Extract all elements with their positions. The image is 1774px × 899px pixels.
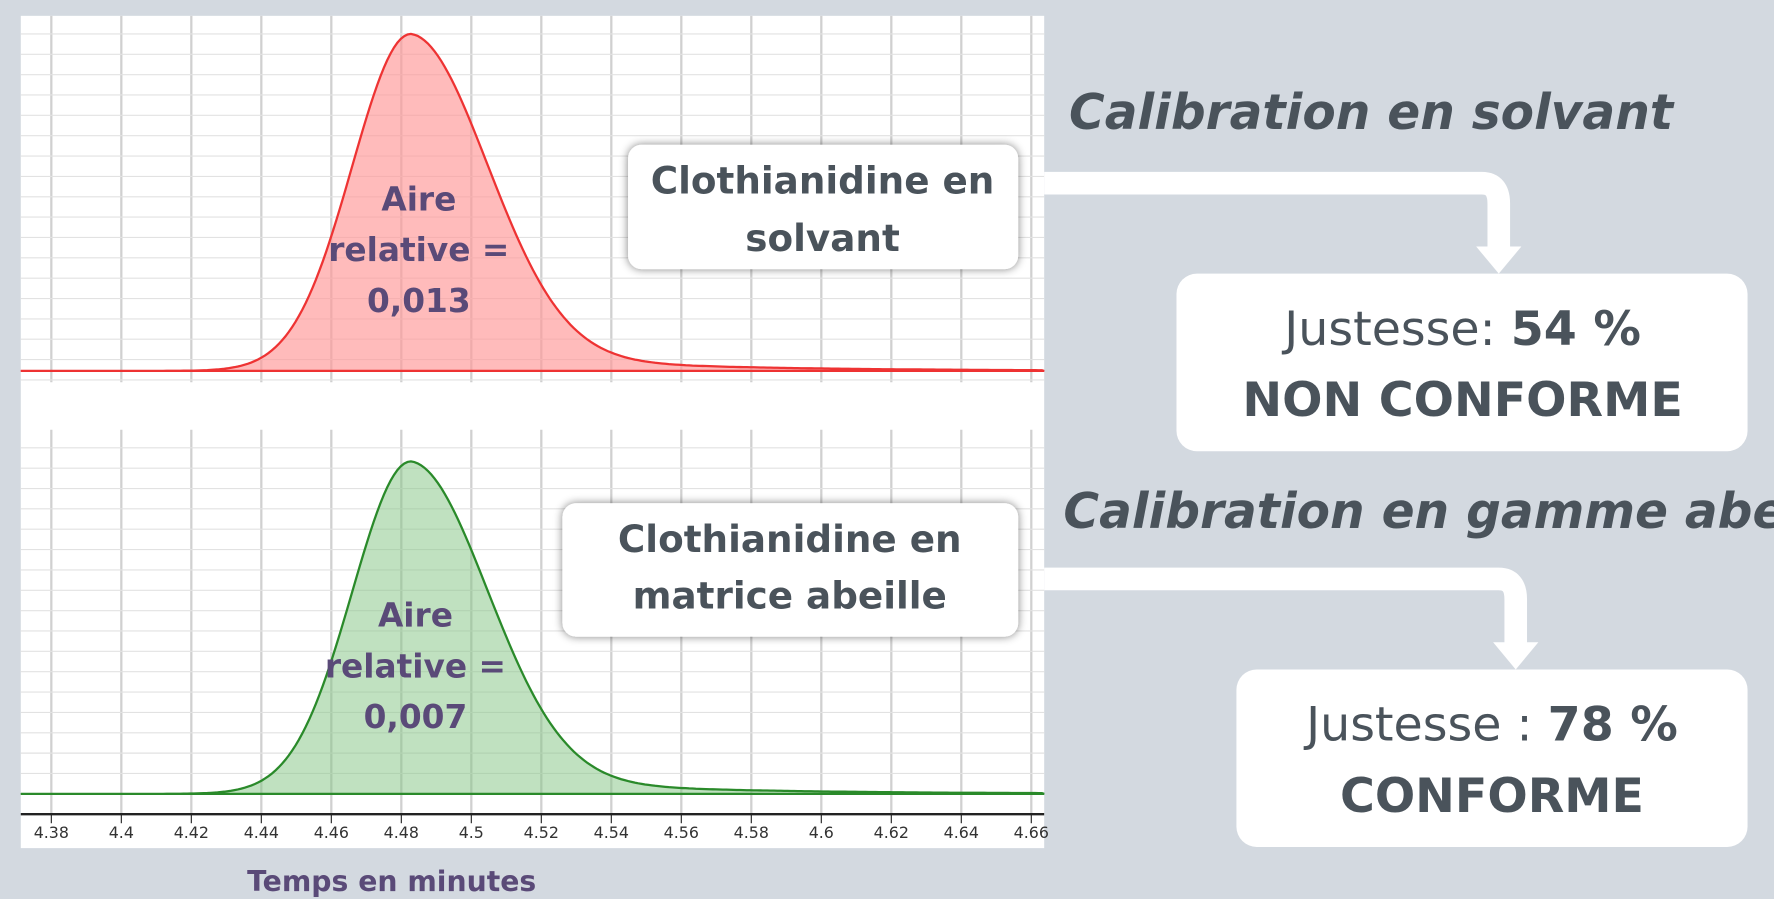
x-tick-label: 4.46 bbox=[314, 823, 349, 842]
x-tick-label: 4.62 bbox=[874, 823, 909, 842]
result-line: Justesse: 54 % bbox=[1281, 302, 1641, 357]
x-tick-label: 4.44 bbox=[244, 823, 279, 842]
x-tick-label: 4.56 bbox=[664, 823, 699, 842]
annotation: Aire bbox=[381, 180, 456, 218]
annotation: 0,013 bbox=[367, 282, 471, 320]
label-box bbox=[562, 503, 1019, 637]
x-tick-label: 4.4 bbox=[109, 823, 134, 842]
label-box bbox=[628, 144, 1019, 270]
result-label: Justesse: bbox=[1281, 302, 1510, 357]
box-text: Clothianidine en bbox=[618, 517, 962, 561]
x-tick-label: 4.64 bbox=[944, 823, 979, 842]
annotation: Aire bbox=[378, 596, 453, 634]
x-tick-label: 4.38 bbox=[34, 823, 69, 842]
result-line: Justesse : 78 % bbox=[1303, 698, 1678, 753]
result-box bbox=[1176, 273, 1748, 452]
x-tick-label: 4.42 bbox=[174, 823, 209, 842]
annotation: relative = bbox=[325, 647, 506, 685]
arrowhead bbox=[1476, 246, 1522, 274]
arrow bbox=[1044, 171, 1511, 252]
result-value: 78 % bbox=[1548, 698, 1678, 753]
x-axis-label: Temps en minutes bbox=[247, 865, 536, 898]
calibration-heading: Calibration en solvant bbox=[1069, 85, 1675, 141]
x-tick-label: 4.5 bbox=[459, 823, 484, 842]
x-ticks: 4.38 4.4 4.42 4.44 4.46 4.48 4.5 4.52 4.54 4.56 4.… bbox=[34, 814, 1049, 842]
peaks bbox=[20, 32, 1045, 795]
x-tick-label: 4.58 bbox=[734, 823, 769, 842]
result-label: Justesse : bbox=[1303, 698, 1548, 753]
result-box bbox=[1236, 669, 1748, 847]
x-tick-label: 4.48 bbox=[384, 823, 419, 842]
annotation: 0,007 bbox=[364, 698, 468, 736]
result-verdict: CONFORME bbox=[1340, 769, 1644, 824]
x-tick-label: 4.66 bbox=[1014, 823, 1049, 842]
annotation: relative = bbox=[328, 231, 509, 269]
x-tick-label: 4.54 bbox=[594, 823, 629, 842]
arrow bbox=[1044, 567, 1528, 647]
result-value: 54 % bbox=[1511, 302, 1641, 357]
box-text: solvant bbox=[745, 216, 899, 260]
x-tick-label: 4.6 bbox=[809, 823, 834, 842]
result-verdict: NON CONFORME bbox=[1242, 373, 1682, 428]
box-text: Clothianidine en bbox=[651, 158, 995, 202]
arrowhead bbox=[1493, 642, 1539, 670]
calibration-heading: Calibration en gamme abeille bbox=[1063, 484, 1774, 540]
box-text: matrice abeille bbox=[633, 573, 947, 617]
x-tick-label: 4.52 bbox=[524, 823, 559, 842]
